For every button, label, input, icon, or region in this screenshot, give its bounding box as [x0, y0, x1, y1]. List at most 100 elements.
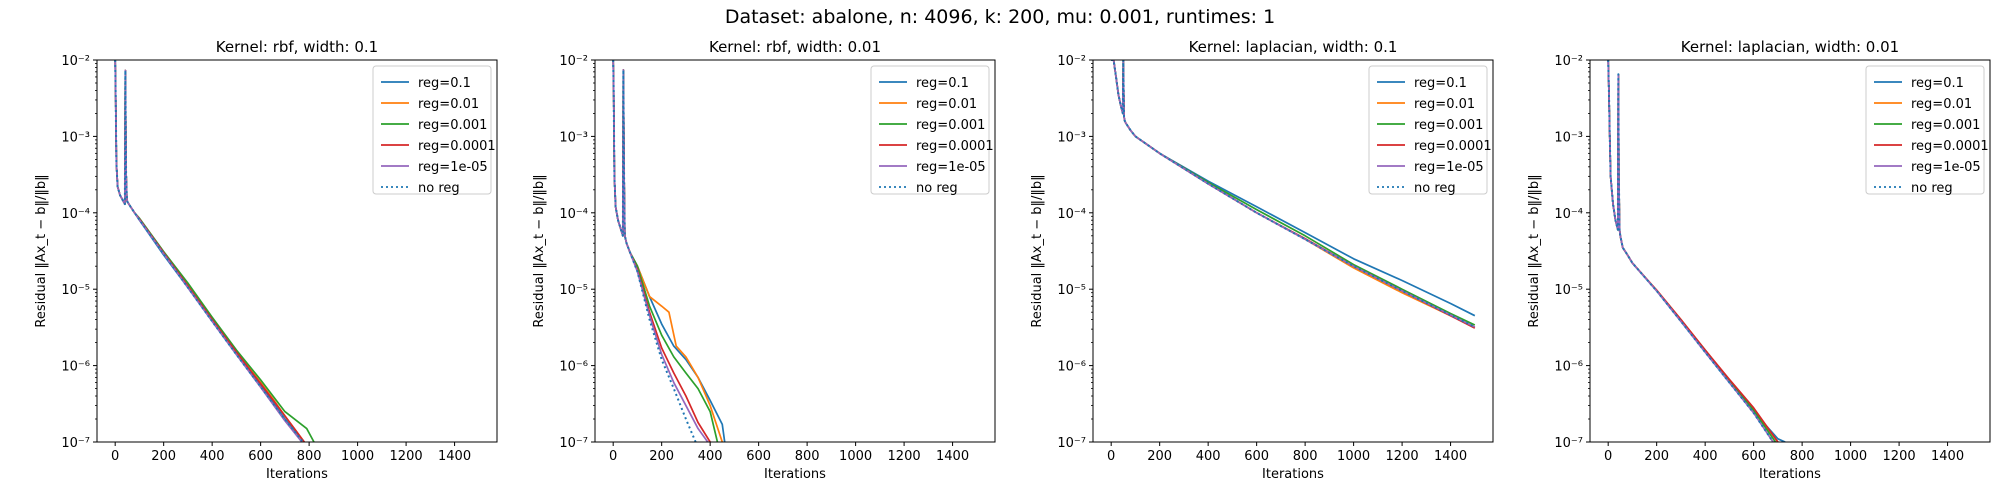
chart-panel-4: 0 200 400 600 800 1000 1200 1400 10⁻⁷ 10⁻⁶ 10⁻⁵ 10⁻… — [1527, 38, 1991, 482]
series-line-no-reg — [1607, 60, 1774, 442]
series-group — [1607, 60, 1786, 442]
y-tick-label: 10⁻⁴ — [559, 207, 588, 222]
legend-label: no reg — [1911, 181, 1953, 196]
y-tick-label: 10⁻⁵ — [61, 283, 90, 298]
legend-label: reg=0.0001 — [1414, 139, 1492, 154]
y-tick-label: 10⁻³ — [1554, 130, 1583, 145]
chart-panel-2: 0 200 400 600 800 1000 1200 1400 10⁻⁷ 10⁻⁶ 10⁻⁵ 10⁻… — [532, 38, 996, 482]
x-tick-label: 600 — [1741, 449, 1766, 464]
y-tick-label: 10⁻⁴ — [61, 207, 90, 222]
x-tick-label: 400 — [200, 449, 225, 464]
x-tick-label: 1000 — [341, 449, 374, 464]
figure-suptitle: Dataset: abalone, n: 4096, k: 200, mu: 0… — [724, 6, 1276, 28]
y-tick-label: 10⁻⁷ — [61, 436, 90, 451]
legend-label: reg=1e-05 — [1911, 160, 1981, 175]
x-tick-label: 0 — [609, 449, 617, 464]
y-tick-label: 10⁻⁶ — [61, 360, 90, 375]
legend-label: reg=0.1 — [418, 76, 471, 91]
legend-label: reg=0.0001 — [1911, 139, 1989, 154]
chart-panel-3: 0 200 400 600 800 1000 1200 1400 10⁻⁷ 10⁻⁶ 10⁻⁵ 10⁻… — [1030, 38, 1494, 482]
x-tick-label: 800 — [297, 449, 322, 464]
legend-label: reg=1e-05 — [916, 160, 986, 175]
legend-label: reg=0.01 — [418, 97, 479, 112]
y-tick-label: 10⁻⁷ — [559, 436, 588, 451]
y-tick-label: 10⁻⁷ — [1057, 436, 1086, 451]
x-tick-label: 1000 — [839, 449, 872, 464]
legend-label: reg=0.1 — [916, 76, 969, 91]
series-group — [114, 60, 315, 442]
y-tick-label: 10⁻³ — [1057, 130, 1086, 145]
series-line-no-reg — [114, 60, 304, 442]
x-tick-label: 0 — [1107, 449, 1115, 464]
y-tick-label: 10⁻² — [559, 54, 588, 69]
legend-box — [870, 65, 990, 195]
legend: reg=0.1 reg=0.01 reg=0.001 reg=0.0001 reg=1e… — [372, 65, 496, 196]
legend: reg=0.1 reg=0.01 reg=0.001 reg=0.0001 reg=1e… — [1368, 65, 1492, 196]
y-axis-label: Residual ‖Ax_t − b‖/‖b‖ — [1527, 174, 1542, 327]
x-tick-label: 200 — [649, 449, 674, 464]
legend-label: reg=0.001 — [916, 118, 985, 133]
chart-title: Kernel: rbf, width: 0.01 — [709, 38, 881, 56]
axes-frame — [1589, 59, 1991, 443]
y-tick-label: 10⁻⁶ — [1554, 360, 1583, 375]
series-group — [1111, 60, 1476, 329]
y-tick-label: 10⁻⁵ — [1554, 283, 1583, 298]
x-tick-label: 400 — [698, 449, 723, 464]
y-tick-label: 10⁻⁵ — [1057, 283, 1086, 298]
legend-label: reg=0.01 — [1911, 97, 1972, 112]
x-tick-label: 0 — [111, 449, 119, 464]
y-axis-label: Residual ‖Ax_t − b‖/‖b‖ — [1030, 174, 1045, 327]
y-axis-label: Residual ‖Ax_t − b‖/‖b‖ — [34, 174, 49, 327]
legend-label: reg=0.01 — [916, 97, 977, 112]
legend-label: reg=0.01 — [1414, 97, 1475, 112]
series-line-reg-1e-05 — [1607, 60, 1774, 442]
series-line-reg-0-001 — [1607, 60, 1777, 442]
y-tick-label: 10⁻³ — [61, 130, 90, 145]
series-group — [612, 60, 726, 442]
series-line-reg-1e-05 — [1111, 60, 1476, 328]
series-line-reg-1e-05 — [114, 60, 303, 442]
series-line-reg-0-1 — [114, 60, 305, 442]
x-tick-label: 1200 — [390, 449, 423, 464]
legend-label: reg=0.001 — [1414, 118, 1483, 133]
series-line-reg-0-1 — [1607, 60, 1786, 442]
y-tick-label: 10⁻² — [1057, 54, 1086, 69]
chart-title: Kernel: laplacian, width: 0.01 — [1681, 38, 1899, 56]
y-tick-label: 10⁻⁴ — [1057, 207, 1086, 222]
x-tick-label: 1000 — [1834, 449, 1867, 464]
legend-label: no reg — [1414, 181, 1456, 196]
series-line-reg-0-01 — [114, 60, 305, 442]
x-tick-label: 800 — [1790, 449, 1815, 464]
legend-label: reg=1e-05 — [1414, 160, 1484, 175]
x-tick-label: 1200 — [888, 449, 921, 464]
legend-box — [372, 65, 492, 195]
chart-title: Kernel: laplacian, width: 0.1 — [1189, 38, 1398, 56]
y-tick-label: 10⁻⁵ — [559, 283, 588, 298]
y-tick-label: 10⁻⁴ — [1554, 207, 1583, 222]
axes-frame — [96, 59, 498, 443]
series-line-reg-0-0001 — [1607, 60, 1779, 442]
legend-label: reg=0.0001 — [916, 139, 994, 154]
x-tick-label: 1200 — [1883, 449, 1916, 464]
x-tick-label: 400 — [1693, 449, 1718, 464]
series-line-reg-0-001 — [114, 60, 315, 442]
x-tick-label: 200 — [151, 449, 176, 464]
x-tick-label: 1400 — [438, 449, 471, 464]
x-tick-label: 800 — [1293, 449, 1318, 464]
legend-label: reg=0.1 — [1414, 76, 1467, 91]
legend-label: reg=0.001 — [418, 118, 487, 133]
legend-label: reg=0.0001 — [418, 139, 496, 154]
legend: reg=0.1 reg=0.01 reg=0.001 reg=0.0001 reg=1e… — [870, 65, 994, 196]
axes-frame — [594, 59, 996, 443]
x-tick-label: 200 — [1147, 449, 1172, 464]
x-tick-label: 600 — [746, 449, 771, 464]
series-line-no-reg — [612, 60, 697, 442]
y-tick-label: 10⁻² — [1554, 54, 1583, 69]
x-tick-label: 1400 — [1434, 449, 1467, 464]
y-tick-label: 10⁻⁷ — [1554, 436, 1583, 451]
legend-box — [1865, 65, 1985, 195]
legend-box — [1368, 65, 1488, 195]
legend-label: reg=0.001 — [1911, 118, 1980, 133]
